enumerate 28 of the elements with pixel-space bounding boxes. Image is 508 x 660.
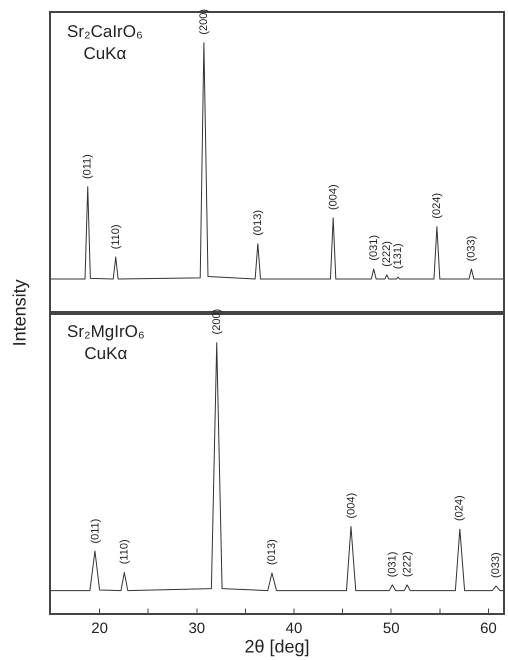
x-tick-label: 60 <box>480 620 497 637</box>
annotation: (011) <box>81 154 94 180</box>
annotation: (110) <box>118 539 130 564</box>
annotation: (004) <box>327 184 340 210</box>
annotation: (011) <box>89 518 102 544</box>
annotation: (131) <box>392 243 404 270</box>
annotation: (200) <box>198 8 210 35</box>
x-tick-label: 40 <box>286 620 302 637</box>
annotation: (004) <box>345 492 358 518</box>
x-axis-title: 2θ [deg] <box>244 636 310 657</box>
annotation: (033) <box>490 552 502 578</box>
annotation: (110) <box>110 224 122 250</box>
annotation: Sr₂MgIrO₆ CuKα <box>67 322 145 364</box>
annotation: (222) <box>401 551 414 578</box>
annotation: (024) <box>454 495 466 522</box>
y-axis-title: Intensity <box>9 279 30 346</box>
annotation: Sr₂CaIrO₆ CuKα <box>67 22 143 64</box>
annotation: (200) <box>211 308 223 334</box>
x-tick-label: 20 <box>91 620 108 637</box>
annotation: (033) <box>465 236 478 262</box>
annotation: (013) <box>266 539 278 565</box>
x-tick-label: 30 <box>188 620 206 637</box>
x-tick-label: 50 <box>382 620 400 637</box>
annotation: (024) <box>431 192 444 219</box>
annotation: (031) <box>368 234 380 261</box>
annotation: (031) <box>386 552 398 578</box>
annotation: (222) <box>380 241 393 267</box>
annotation: (013) <box>252 210 264 236</box>
